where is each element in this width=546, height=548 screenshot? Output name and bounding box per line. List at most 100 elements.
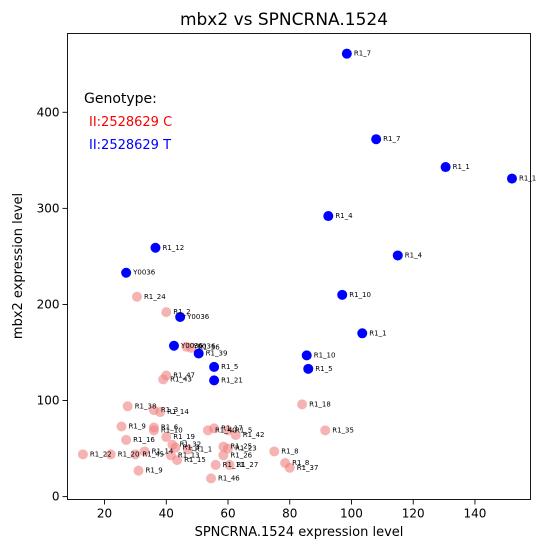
point-label: R1_25 [230, 443, 252, 451]
chart-title: mbx2 vs SPNCRNA.1524 [180, 10, 388, 30]
data-point [182, 444, 193, 455]
data-point [158, 374, 169, 385]
data-point [105, 449, 116, 460]
data-point [150, 242, 161, 253]
data-point [121, 434, 132, 445]
point-label: R1_42 [243, 431, 265, 439]
point-label: R1_46 [218, 474, 240, 482]
y-tick-label: 200 [37, 297, 60, 311]
point-label: Y0036 [180, 342, 204, 350]
data-point [185, 342, 196, 353]
x-tick-label: 20 [97, 507, 112, 521]
axis-ticks: 20 40 60 80 100 120 140 0 100 200 300 400 [37, 105, 487, 520]
data-point [161, 307, 172, 318]
data-point [303, 363, 314, 374]
data-point [131, 291, 142, 302]
point-label: R1_22 [90, 450, 112, 458]
point-label: R1_5 [235, 426, 252, 434]
point-label: R1_10 [349, 291, 371, 299]
point-label: R1_6 [161, 423, 179, 431]
data-point [371, 134, 382, 145]
point-label: Y0036 [192, 343, 216, 351]
y-tick-label: 0 [52, 490, 60, 504]
point-label: Y0036 [132, 269, 156, 277]
point-label: R1_43 [170, 375, 192, 383]
point-label: R1_23 [235, 445, 257, 453]
data-point [133, 465, 144, 476]
series-t [121, 48, 517, 386]
data-point [218, 450, 229, 461]
data-point [193, 348, 204, 359]
point-label: R1_40 [215, 426, 237, 434]
series-c [77, 291, 331, 484]
point-label: R1_21 [221, 376, 243, 384]
point-label: R1_7 [383, 135, 400, 143]
point-label: R1_1 [369, 329, 386, 337]
y-axis-label: mbx2 expression level [11, 193, 26, 339]
point-label: Y0036 [186, 313, 210, 321]
data-point [506, 173, 517, 184]
data-point [320, 425, 331, 436]
data-point [209, 375, 220, 386]
data-point [148, 425, 159, 436]
point-label: R1_4 [405, 251, 423, 259]
data-point [168, 340, 179, 351]
data-point [323, 211, 334, 222]
data-points [77, 48, 517, 484]
x-tick-label: 60 [220, 507, 235, 521]
data-point [341, 48, 352, 59]
point-label: R1_24 [144, 293, 166, 301]
point-label: R1_5 [315, 365, 332, 373]
point-label: R1_5 [221, 363, 238, 371]
point-label: R1_10 [314, 351, 336, 359]
data-point [209, 361, 220, 372]
point-label: R1_47 [173, 372, 195, 380]
point-label: R1_8 [281, 447, 298, 455]
data-point [170, 442, 181, 453]
point-label: R1_2 [173, 308, 190, 316]
data-point [161, 432, 172, 443]
point-label: R1_1 [453, 163, 470, 171]
x-axis-label: SPNCRNA.1524 expression level [195, 525, 404, 540]
plot-frame [67, 33, 531, 500]
point-label: R1_9 [145, 467, 162, 475]
point-label: R1_27 [237, 461, 259, 469]
point-label: R1_45 [142, 450, 164, 458]
y-tick-label: 400 [37, 105, 60, 119]
point-label: R1_1 [519, 175, 536, 183]
data-point [209, 423, 220, 434]
point-label: R1_4 [335, 212, 353, 220]
data-point [230, 430, 241, 441]
data-point [139, 446, 150, 457]
data-point [175, 311, 186, 322]
point-label: R1_32 [179, 441, 201, 449]
point-label: R1_18 [309, 400, 331, 408]
y-tick-label: 100 [37, 394, 60, 408]
data-point [301, 350, 312, 361]
data-point [297, 399, 308, 410]
point-label: R1_38 [135, 402, 157, 410]
point-label: R1_3 [183, 444, 200, 452]
data-point [337, 289, 348, 300]
point-label: R1_14 [152, 447, 174, 455]
point-label: R1_15 [184, 456, 206, 464]
data-point [155, 407, 166, 418]
point-label: R1_14 [167, 408, 189, 416]
data-point [224, 459, 235, 470]
y-tick-label: 300 [37, 201, 60, 215]
x-tick-label: 100 [340, 507, 363, 521]
point-label: R1_3 [161, 406, 178, 414]
data-point [284, 462, 295, 473]
point-label: R1_7 [354, 50, 371, 58]
data-point [269, 446, 280, 457]
point-labels: R1_24R1_2Y0036R1_36R1_47R1_43R1_18R1_35R… [90, 50, 536, 483]
point-label: R1_19 [173, 433, 195, 441]
data-point [440, 162, 451, 173]
point-label: R1_35 [332, 426, 354, 434]
x-tick-label: 80 [282, 507, 297, 521]
data-point [121, 267, 132, 278]
point-label: R1_1 [195, 446, 212, 454]
data-point [223, 425, 234, 436]
legend: Genotype: II:2528629 C II:2528629 T [84, 91, 172, 153]
